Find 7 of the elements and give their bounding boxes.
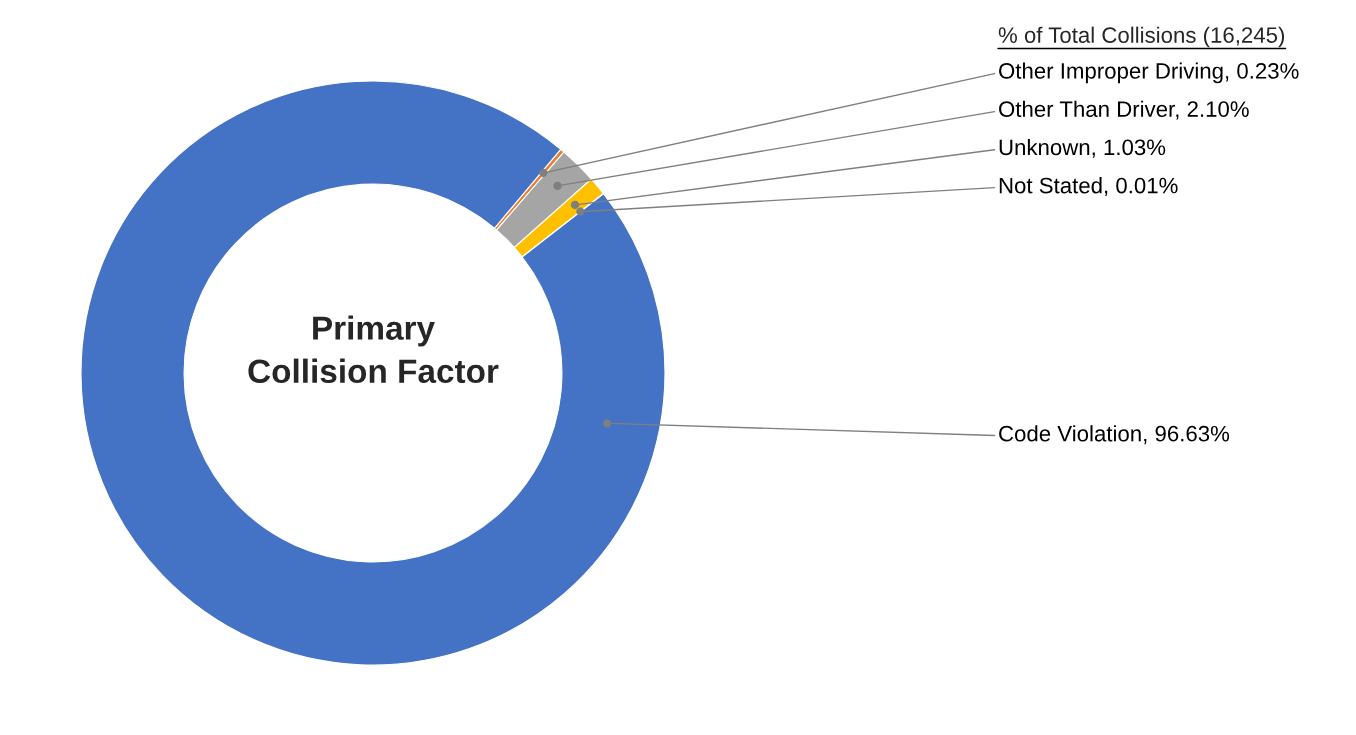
slice-label: Not Stated, 0.01% — [999, 177, 1178, 197]
slice-label: Code Violation, 96.63% — [999, 425, 1230, 445]
slice-label: Unknown, 1.03% — [999, 138, 1166, 158]
chart-subtitle: % of Total Collisions (16,245) — [998, 26, 1285, 48]
text: Primary Collision Factor — [248, 315, 499, 384]
slice-label: Other Improper Driving, 0.23% — [999, 62, 1299, 84]
slice-label: Other Than Driver, 2.10% — [999, 100, 1249, 120]
